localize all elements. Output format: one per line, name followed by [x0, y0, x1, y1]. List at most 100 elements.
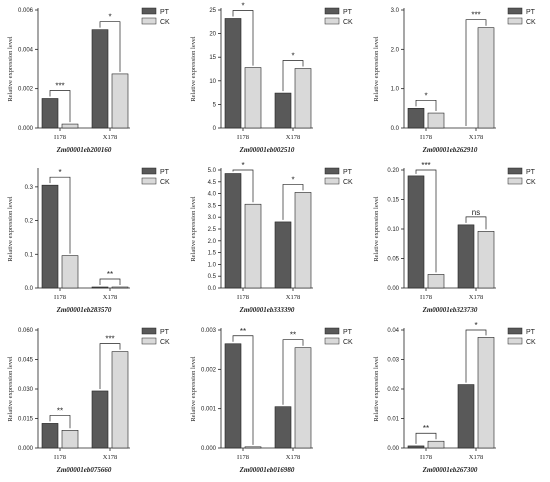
bar-ck	[61, 255, 79, 289]
x-tick-label: I178	[54, 134, 66, 141]
gene-title: Zm00001eb016980	[239, 466, 295, 474]
legend-swatch-ck	[324, 17, 340, 25]
bar-ck	[111, 286, 129, 289]
y-tick-label: 1.5	[208, 251, 217, 257]
legend-label-pt: PT	[526, 329, 536, 336]
y-tick-label: 0.10	[387, 227, 399, 233]
significance-bracket	[99, 21, 121, 72]
y-tick-label: 0.006	[18, 8, 34, 14]
y-axis-label: Relative expression level	[190, 36, 197, 102]
legend-label-pt: PT	[343, 329, 353, 336]
significance-bracket	[415, 169, 437, 273]
x-tick-label: I178	[237, 454, 249, 461]
bar-ck	[111, 351, 129, 449]
bar-ck	[244, 203, 262, 289]
y-tick-label: 0.000	[18, 446, 34, 452]
y-tick-label: 1.0	[208, 262, 217, 268]
legend-swatch-pt	[324, 7, 340, 15]
chart-panel: 0.000 0.015 0.030 0.045 0.060 Relative expres…	[7, 327, 170, 474]
legend-label-ck: CK	[343, 19, 353, 26]
x-tick-label: I178	[420, 454, 432, 461]
legend-label-ck: CK	[526, 339, 536, 346]
significance-label: **	[423, 424, 429, 433]
y-tick-label: 0.5	[208, 274, 217, 280]
bar-ck	[244, 446, 262, 449]
bar-ck	[61, 430, 79, 449]
x-tick-label: X178	[469, 134, 483, 141]
y-tick-label: 0.030	[18, 387, 34, 393]
y-tick-label: 2.5	[208, 227, 217, 233]
significance-bracket	[282, 184, 304, 220]
chart-panel: 0 5 10 15 20 25 Relative expression level I178 *…	[190, 1, 353, 154]
y-tick-label: 0.05	[387, 257, 399, 263]
y-axis-label: Relative expression level	[373, 36, 380, 102]
legend-label-ck: CK	[343, 179, 353, 186]
bar-pt	[91, 29, 109, 129]
y-tick-label: 1.0	[391, 87, 400, 93]
y-tick-label: 0.060	[18, 328, 34, 334]
y-tick-label: 3.0	[208, 215, 217, 221]
chart-panel: 0.0 1.0 2.0 3.0 Relative expression level I17…	[373, 7, 536, 154]
y-tick-label: 0.002	[18, 87, 34, 93]
y-tick-label: 2.0	[208, 239, 217, 245]
x-tick-label: X178	[103, 454, 117, 461]
bar-pt	[41, 184, 59, 289]
bar-ck	[294, 68, 312, 129]
significance-label: *	[424, 91, 427, 100]
y-tick-label: 0.015	[18, 417, 34, 423]
gene-title: Zm00001eb262910	[422, 146, 478, 154]
bar-pt	[224, 173, 242, 289]
y-tick-label: 20	[209, 32, 216, 38]
chart-panel: 0.00 0.01 0.02 0.03 0.04 Relative expression …	[373, 321, 536, 474]
significance-label: *	[108, 13, 111, 22]
legend-swatch-pt	[507, 167, 523, 175]
chart-panel: 0.0 0.5 1.0 1.5 2.0 2.5 3.0 3.5 4.0 4.5 5.0 Relativ…	[190, 161, 353, 314]
bar-ck	[427, 112, 445, 129]
y-tick-label: 0.15	[387, 198, 399, 204]
significance-label: *	[291, 175, 294, 184]
x-tick-label: I178	[54, 294, 66, 301]
legend-label-ck: CK	[526, 179, 536, 186]
legend-label-pt: PT	[160, 169, 170, 176]
bar-pt	[41, 98, 59, 129]
x-tick-label: I178	[420, 134, 432, 141]
y-tick-label: 0.00	[387, 286, 399, 292]
bar-ck	[244, 67, 262, 129]
bar-ck	[477, 337, 495, 449]
bar-pt	[274, 221, 292, 289]
bar-ck	[477, 231, 495, 289]
y-tick-label: 0.00	[387, 446, 399, 452]
gene-title: Zm00001eb333390	[239, 306, 295, 314]
y-tick-label: 25	[209, 8, 216, 14]
significance-bracket	[99, 278, 121, 285]
bar-ck	[427, 440, 445, 449]
gene-title: Zm00001eb267300	[422, 466, 478, 474]
bar-ck	[294, 347, 312, 449]
bar-pt	[224, 343, 242, 449]
y-tick-label: 0.0	[391, 126, 400, 132]
y-tick-label: 0.2	[25, 219, 34, 225]
significance-label: **	[290, 331, 296, 340]
y-tick-label: 0.000	[18, 126, 34, 132]
y-axis-label: Relative expression level	[190, 356, 197, 422]
y-axis-label: Relative expression level	[190, 196, 197, 262]
significance-bracket	[49, 176, 71, 254]
significance-bracket	[99, 343, 121, 389]
bar-pt	[274, 92, 292, 129]
significance-bracket	[232, 335, 254, 445]
y-tick-label: 0.000	[201, 446, 217, 452]
bar-pt	[41, 423, 59, 449]
bar-pt	[407, 175, 425, 289]
y-axis-label: Relative expression level	[7, 36, 14, 102]
significance-bracket	[49, 415, 71, 429]
y-tick-label: 0.1	[25, 252, 34, 258]
legend-label-ck: CK	[160, 19, 170, 26]
legend-swatch-pt	[507, 327, 523, 335]
y-tick-label: 0.003	[201, 328, 217, 334]
legend-swatch-ck	[324, 337, 340, 345]
significance-label: *	[58, 168, 61, 177]
chart-panel: 0.000 0.001 0.002 0.003 Relative expression …	[190, 327, 353, 474]
gene-title: Zm00001eb075660	[56, 466, 112, 474]
y-tick-label: 0.3	[25, 185, 34, 191]
